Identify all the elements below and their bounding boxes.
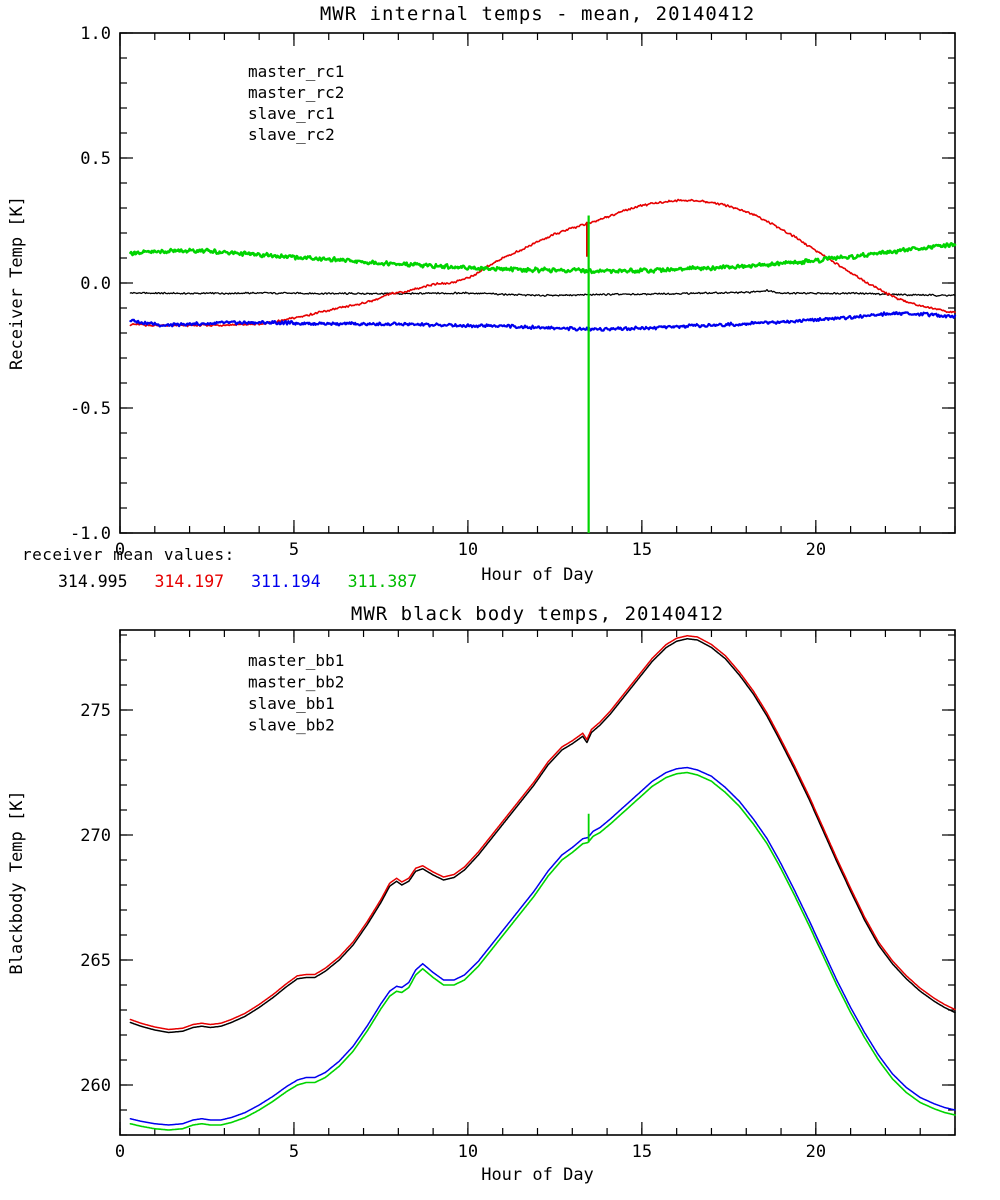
y-tick-label: 1.0	[80, 24, 111, 44]
series-slave_bb2	[129, 771, 956, 1131]
series-master_bb1	[129, 637, 956, 1034]
chart-title: MWR black body temps, 20140412	[351, 603, 724, 625]
series-master_rc1	[129, 289, 956, 297]
x-tick-label: 15	[632, 540, 652, 560]
x-tick-label: 0	[115, 1142, 125, 1162]
y-axis-label: Blackbody Temp [K]	[7, 790, 27, 974]
mean-value-slave-rc1: 311.194	[251, 572, 321, 591]
legend-item-master_bb2: master_bb2	[248, 673, 344, 692]
mean-value-slave-rc2: 311.387	[347, 572, 418, 591]
x-axis-label: Hour of Day	[481, 565, 594, 585]
x-tick-label: 5	[289, 540, 299, 560]
x-tick-label: 15	[632, 1142, 652, 1162]
x-tick-label: 10	[458, 1142, 478, 1162]
y-tick-label: 260	[80, 1076, 111, 1096]
mean-value-master-rc2: 314.197	[154, 572, 225, 591]
legend-item-slave_rc1: slave_rc1	[248, 104, 335, 123]
blackbody-temps-chart: 0 5 10 15 20 260 265 270 275 MWR black body temps…	[7, 603, 956, 1185]
series-slave_rc2	[129, 242, 957, 275]
plot-frame	[119, 32, 956, 534]
legend-item-slave_rc2: slave_rc2	[248, 125, 335, 144]
x-tick-label: 20	[806, 540, 826, 560]
y-tick-label: 275	[80, 701, 111, 721]
x-tick-label: 20	[806, 1142, 826, 1162]
receiver-temps-chart: 0 5 10 15 20 -1.0 -0.5 0.0 0.5 1.0 MWR internal te…	[7, 3, 957, 585]
x-axis-label: Hour of Day	[481, 1165, 594, 1185]
receiver-mean-values-label: receiver mean values:	[22, 545, 235, 564]
legend-item-master_rc2: master_rc2	[248, 83, 344, 102]
legend-item-slave_bb2: slave_bb2	[248, 716, 335, 735]
y-tick-label: 0.0	[80, 274, 111, 294]
y-tick-label: -0.5	[70, 399, 111, 419]
legend-item-slave_bb1: slave_bb1	[248, 694, 335, 713]
y-tick-label: -1.0	[70, 524, 111, 544]
y-axis-label: Receiver Temp [K]	[7, 196, 27, 370]
series-slave_bb1	[129, 766, 956, 1126]
receiver-mean-values-block: receiver mean values: 314.995 314.197 31…	[22, 545, 417, 591]
mean-value-master-rc1: 314.995	[58, 572, 128, 591]
plot-frame	[119, 629, 956, 1136]
receiver-mean-values-row: 314.995 314.197 311.194 311.387	[58, 572, 417, 591]
series-slave_rc1	[129, 311, 957, 332]
y-tick-label: 0.5	[80, 149, 111, 169]
series-master_rc2	[129, 198, 956, 328]
x-tick-label: 10	[458, 540, 478, 560]
chart-title: MWR internal temps - mean, 20140412	[320, 3, 755, 25]
legend-item-master_bb1: master_bb1	[248, 651, 344, 670]
series-master_bb2	[129, 634, 956, 1031]
x-tick-label: 5	[289, 1142, 299, 1162]
legend-item-master_rc1: master_rc1	[248, 62, 344, 81]
x-tick-label: 0	[115, 540, 125, 560]
y-tick-label: 265	[80, 951, 111, 971]
y-tick-label: 270	[80, 826, 111, 846]
